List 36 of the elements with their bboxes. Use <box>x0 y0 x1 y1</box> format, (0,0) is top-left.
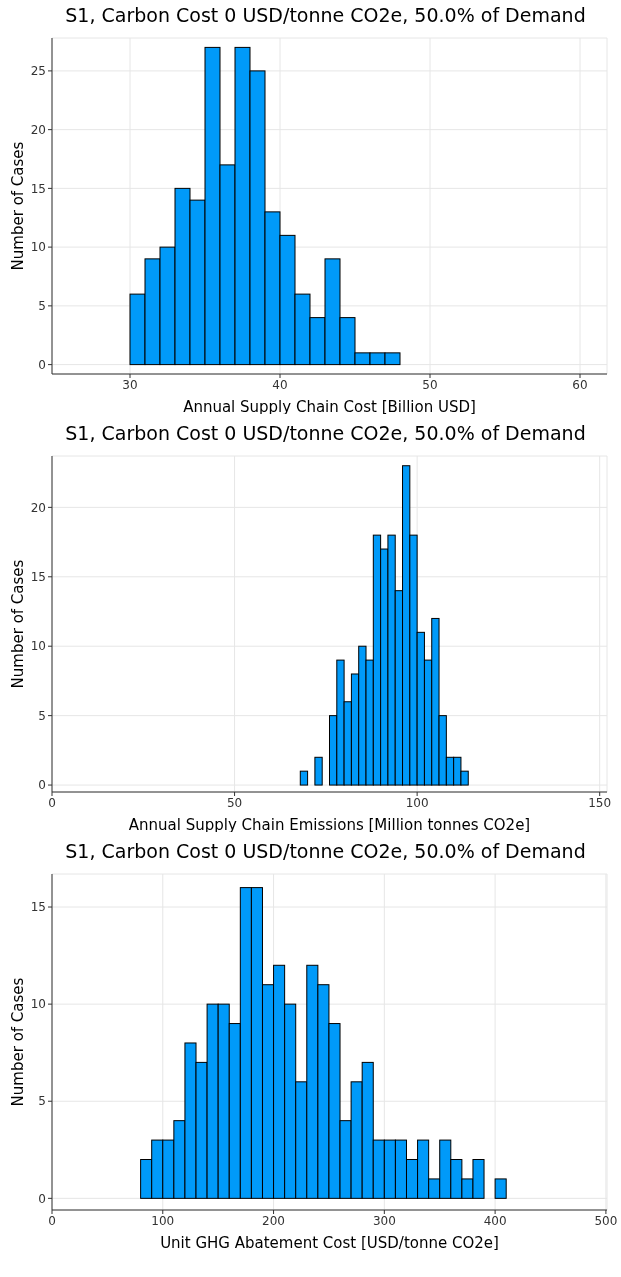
x-tick-label: 60 <box>572 377 588 392</box>
x-tick-label: 50 <box>422 377 438 392</box>
y-tick-label: 0 <box>38 357 46 372</box>
y-tick-label: 25 <box>30 64 46 79</box>
chart-title: S1, Carbon Cost 0 USD/tonne CO2e, 50.0% of Demand <box>64 421 587 446</box>
chart-title: S1, Carbon Cost 0 USD/tonne CO2e, 50.0% of Demand <box>64 3 587 28</box>
x-tick-label: 200 <box>262 1213 286 1228</box>
y-tick-label: 0 <box>38 1191 46 1206</box>
chart-title: S1, Carbon Cost 0 USD/tonne CO2e, 50.0% of Demand <box>64 839 587 864</box>
y-tick-label: 15 <box>30 900 46 915</box>
y-axis-title: Number of Cases <box>9 977 27 1107</box>
y-tick-label: 20 <box>30 122 46 137</box>
y-tick-label: 10 <box>30 240 46 255</box>
x-tick-label: 100 <box>151 1213 175 1228</box>
x-tick-label: 30 <box>122 377 138 392</box>
x-tick-label: 50 <box>226 795 243 810</box>
y-tick-label: 20 <box>30 500 46 515</box>
x-tick-label: 0 <box>48 1213 56 1228</box>
y-tick-label: 15 <box>30 181 46 196</box>
y-axis-title: Number of Cases <box>9 559 27 689</box>
x-tick-label: 300 <box>372 1213 396 1228</box>
x-tick-label: 0 <box>48 795 56 810</box>
y-tick-label: 15 <box>30 570 46 585</box>
x-tick-label: 150 <box>588 795 612 810</box>
x-tick-label: 100 <box>405 795 429 810</box>
y-tick-label: 0 <box>38 778 46 793</box>
y-tick-label: 10 <box>30 639 46 654</box>
x-tick-label: 500 <box>594 1213 618 1228</box>
y-tick-label: 5 <box>38 1094 46 1109</box>
y-tick-label: 10 <box>30 997 46 1012</box>
y-tick-label: 5 <box>38 299 46 314</box>
x-tick-label: 40 <box>272 377 288 392</box>
x-tick-label: 400 <box>483 1213 507 1228</box>
y-tick-label: 5 <box>38 708 46 723</box>
y-axis-title: Number of Cases <box>9 141 27 271</box>
x-axis-title: Unit GHG Abatement Cost [USD/tonne CO2e] <box>160 1234 499 1252</box>
